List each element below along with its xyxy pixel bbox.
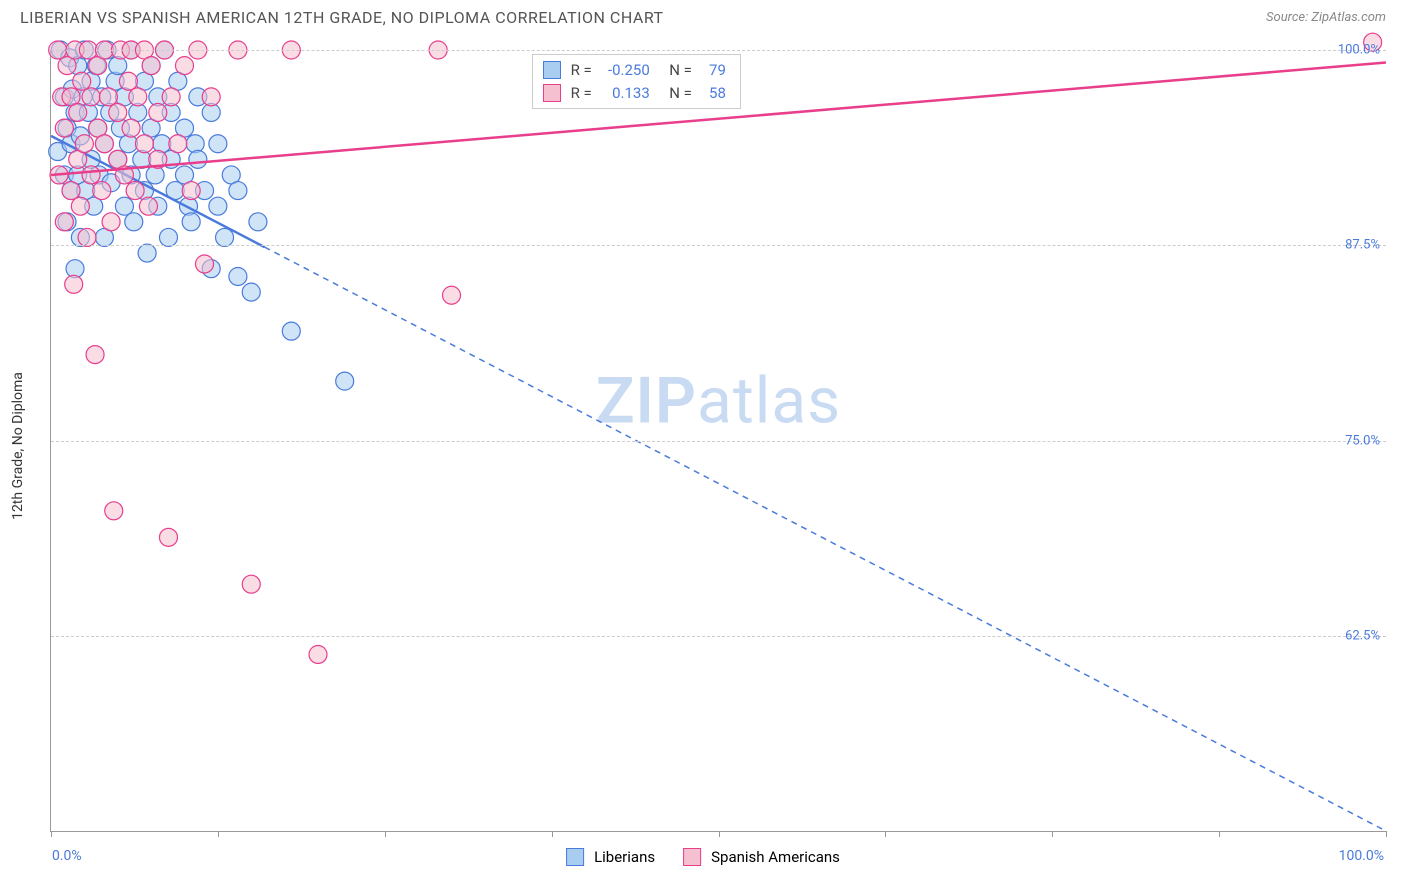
data-point — [189, 150, 207, 168]
data-point — [86, 346, 104, 364]
data-point — [93, 182, 111, 200]
legend-item: Liberians — [566, 848, 655, 866]
data-point — [62, 182, 80, 200]
data-point — [138, 244, 156, 262]
legend-swatch — [566, 848, 584, 866]
data-point — [182, 213, 200, 231]
y-tick-label: 62.5% — [1345, 628, 1380, 643]
chart-legend: Liberians Spanish Americans — [566, 848, 840, 866]
data-point — [65, 275, 83, 293]
x-tick — [218, 831, 219, 837]
x-tick — [552, 831, 553, 837]
r-label: R = — [571, 82, 592, 105]
n-value: 79 — [698, 59, 726, 82]
data-point — [196, 255, 214, 273]
x-tick — [1219, 831, 1220, 837]
legend-swatch — [543, 84, 561, 102]
data-point — [75, 135, 93, 153]
y-tick-label: 75.0% — [1345, 433, 1380, 448]
legend-swatch — [683, 848, 701, 866]
data-point — [282, 322, 300, 340]
data-point — [109, 57, 127, 75]
data-point — [102, 213, 120, 231]
data-point — [249, 213, 267, 231]
data-point — [216, 228, 234, 246]
gridline — [51, 50, 1386, 51]
data-point — [159, 228, 177, 246]
data-point — [99, 88, 117, 106]
data-point — [209, 197, 227, 215]
x-tick — [385, 831, 386, 837]
n-value: 58 — [698, 82, 726, 105]
data-point — [229, 182, 247, 200]
data-point — [162, 88, 180, 106]
correlation-stats-box: R = -0.250 N = 79 R = 0.133 N = 58 — [532, 54, 741, 109]
data-point — [119, 72, 137, 90]
legend-swatch — [543, 61, 561, 79]
data-point — [135, 135, 153, 153]
data-point — [202, 88, 220, 106]
data-point — [115, 197, 133, 215]
r-value: -0.250 — [598, 59, 650, 82]
data-point — [159, 528, 177, 546]
data-point — [242, 575, 260, 593]
data-point — [109, 103, 127, 121]
data-point — [71, 197, 89, 215]
data-point — [119, 135, 137, 153]
data-point — [55, 119, 73, 137]
stats-row: R = 0.133 N = 58 — [543, 82, 726, 105]
x-tick — [719, 831, 720, 837]
r-label: R = — [571, 59, 592, 82]
data-point — [55, 213, 73, 231]
data-point — [122, 119, 140, 137]
data-point — [146, 166, 164, 184]
y-tick-label: 100.0% — [1338, 43, 1380, 58]
data-point — [125, 213, 143, 231]
data-point — [229, 267, 247, 285]
chart-title: LIBERIAN VS SPANISH AMERICAN 12TH GRADE,… — [20, 8, 664, 27]
data-point — [336, 372, 354, 390]
gridline — [51, 245, 1386, 246]
data-point — [182, 182, 200, 200]
data-point — [69, 103, 87, 121]
gridline — [51, 636, 1386, 637]
chart-plot-area: ZIPatlas R =-0.250 N =79R =0.133 N =58 6… — [50, 50, 1386, 832]
x-tick — [1052, 831, 1053, 837]
data-point — [176, 57, 194, 75]
data-point — [443, 286, 461, 304]
data-point — [95, 135, 113, 153]
data-point — [169, 135, 187, 153]
x-tick — [1386, 831, 1387, 837]
source-label: Source: ZipAtlas.com — [1266, 10, 1386, 25]
data-point — [82, 166, 100, 184]
x-tick — [885, 831, 886, 837]
n-label: N = — [669, 59, 692, 82]
data-point — [186, 135, 204, 153]
y-tick-label: 87.5% — [1345, 238, 1380, 253]
legend-label: Spanish Americans — [711, 848, 840, 866]
data-point — [78, 228, 96, 246]
legend-label: Liberians — [594, 848, 655, 866]
data-point — [126, 182, 144, 200]
data-point — [242, 283, 260, 301]
data-point — [149, 103, 167, 121]
data-point — [142, 57, 160, 75]
n-label: N = — [669, 82, 692, 105]
stats-row: R = -0.250 N = 79 — [543, 59, 726, 82]
data-point — [129, 88, 147, 106]
data-point — [139, 197, 157, 215]
legend-item: Spanish Americans — [683, 848, 840, 866]
r-value: 0.133 — [598, 82, 650, 105]
regression-line-dashed — [265, 247, 1386, 831]
data-point — [73, 72, 91, 90]
x-tick — [51, 831, 52, 837]
data-point — [82, 88, 100, 106]
y-axis-label: 12th Grade, No Diploma — [10, 372, 26, 520]
gridline — [51, 441, 1386, 442]
x-axis-max-label: 100.0% — [1339, 848, 1384, 864]
data-point — [209, 135, 227, 153]
data-point — [309, 645, 327, 663]
data-point — [105, 502, 123, 520]
x-axis-min-label: 0.0% — [52, 848, 82, 864]
